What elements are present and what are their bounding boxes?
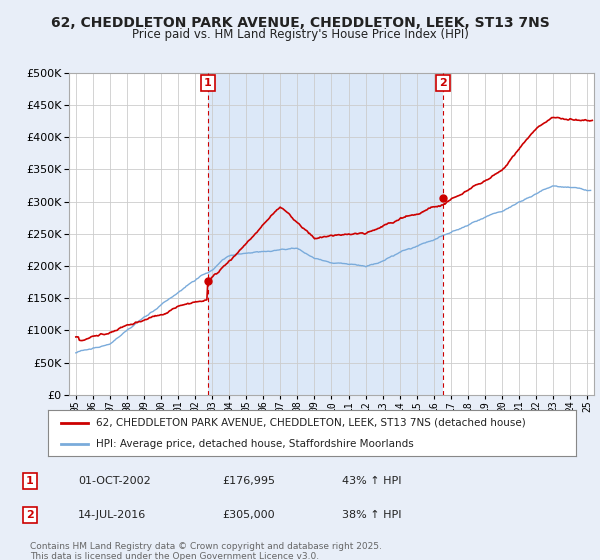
Text: 62, CHEDDLETON PARK AVENUE, CHEDDLETON, LEEK, ST13 7NS (detached house): 62, CHEDDLETON PARK AVENUE, CHEDDLETON, …: [95, 418, 525, 428]
Text: 2: 2: [439, 78, 447, 87]
Text: 2: 2: [26, 510, 34, 520]
Text: 1: 1: [204, 78, 212, 87]
Text: 14-JUL-2016: 14-JUL-2016: [78, 510, 146, 520]
Text: 43% ↑ HPI: 43% ↑ HPI: [342, 476, 401, 486]
Text: £176,995: £176,995: [222, 476, 275, 486]
Text: 38% ↑ HPI: 38% ↑ HPI: [342, 510, 401, 520]
Text: £305,000: £305,000: [222, 510, 275, 520]
Text: 01-OCT-2002: 01-OCT-2002: [78, 476, 151, 486]
Bar: [208, 73, 443, 395]
Text: Price paid vs. HM Land Registry's House Price Index (HPI): Price paid vs. HM Land Registry's House …: [131, 28, 469, 41]
Text: 62, CHEDDLETON PARK AVENUE, CHEDDLETON, LEEK, ST13 7NS: 62, CHEDDLETON PARK AVENUE, CHEDDLETON, …: [50, 16, 550, 30]
Text: 1: 1: [26, 476, 34, 486]
Text: Contains HM Land Registry data © Crown copyright and database right 2025.
This d: Contains HM Land Registry data © Crown c…: [30, 542, 382, 560]
Text: HPI: Average price, detached house, Staffordshire Moorlands: HPI: Average price, detached house, Staf…: [95, 439, 413, 449]
